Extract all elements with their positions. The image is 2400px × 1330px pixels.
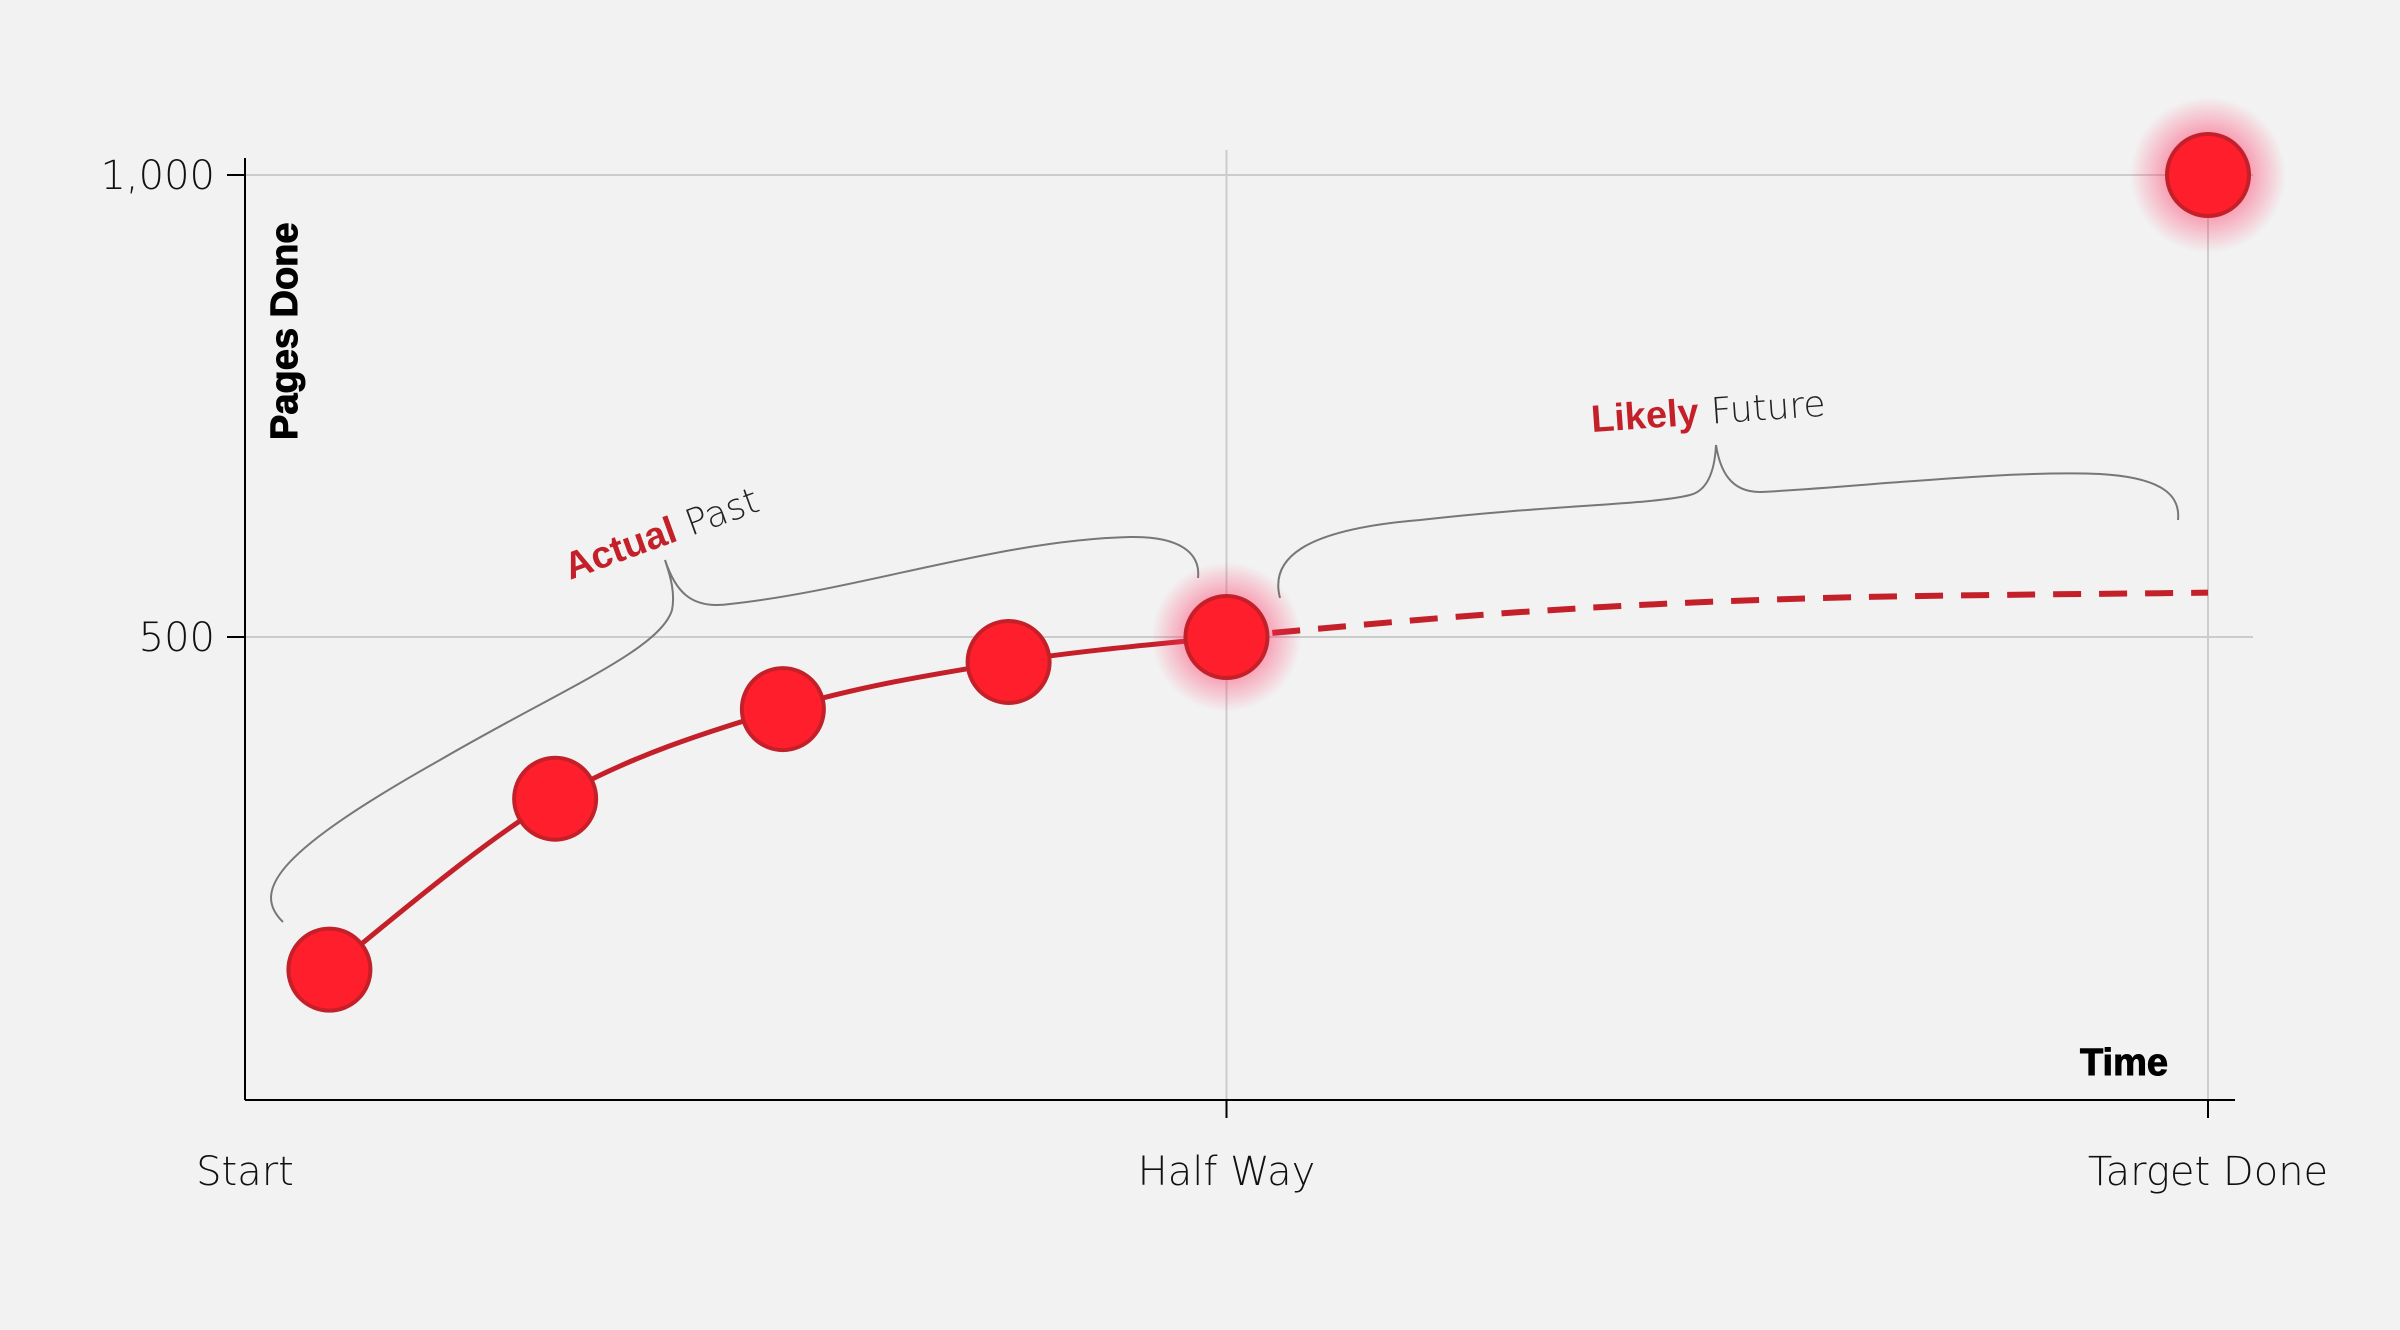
x-tick-label: Target Done <box>2088 1149 2328 1195</box>
data-point <box>965 618 1052 705</box>
x-axis-label: Time <box>2080 1042 2168 1084</box>
annotation-actual-past: Actual Past <box>559 479 765 588</box>
data-point <box>739 666 826 753</box>
likely-future-brace <box>1277 444 2180 599</box>
series <box>286 97 2286 1013</box>
x-tick-label: Start <box>196 1149 294 1195</box>
data-point <box>512 755 599 842</box>
ticks: 500 1,000 Start Half Way Target Done <box>100 153 2328 1195</box>
annotation-actual-strong: Actual <box>559 509 683 588</box>
series-line-dashed <box>1226 589 2209 640</box>
annotation-likely-strong: Likely <box>1590 392 1700 441</box>
annotation-actual-light: Past <box>680 480 765 544</box>
annotation-likely-future: Likely Future <box>1590 383 1827 441</box>
y-axis-label: Pages Done <box>264 222 306 440</box>
actual-past-brace <box>270 535 1200 923</box>
target-point <box>2165 132 2251 218</box>
y-tick-label: 500 <box>139 615 215 661</box>
data-point <box>286 926 373 1013</box>
data-point <box>1183 594 1270 680</box>
x-tick-label: Half Way <box>1138 1149 1316 1195</box>
y-tick-label: 1,000 <box>100 153 215 199</box>
annotation-likely-light: Future <box>1710 384 1827 433</box>
